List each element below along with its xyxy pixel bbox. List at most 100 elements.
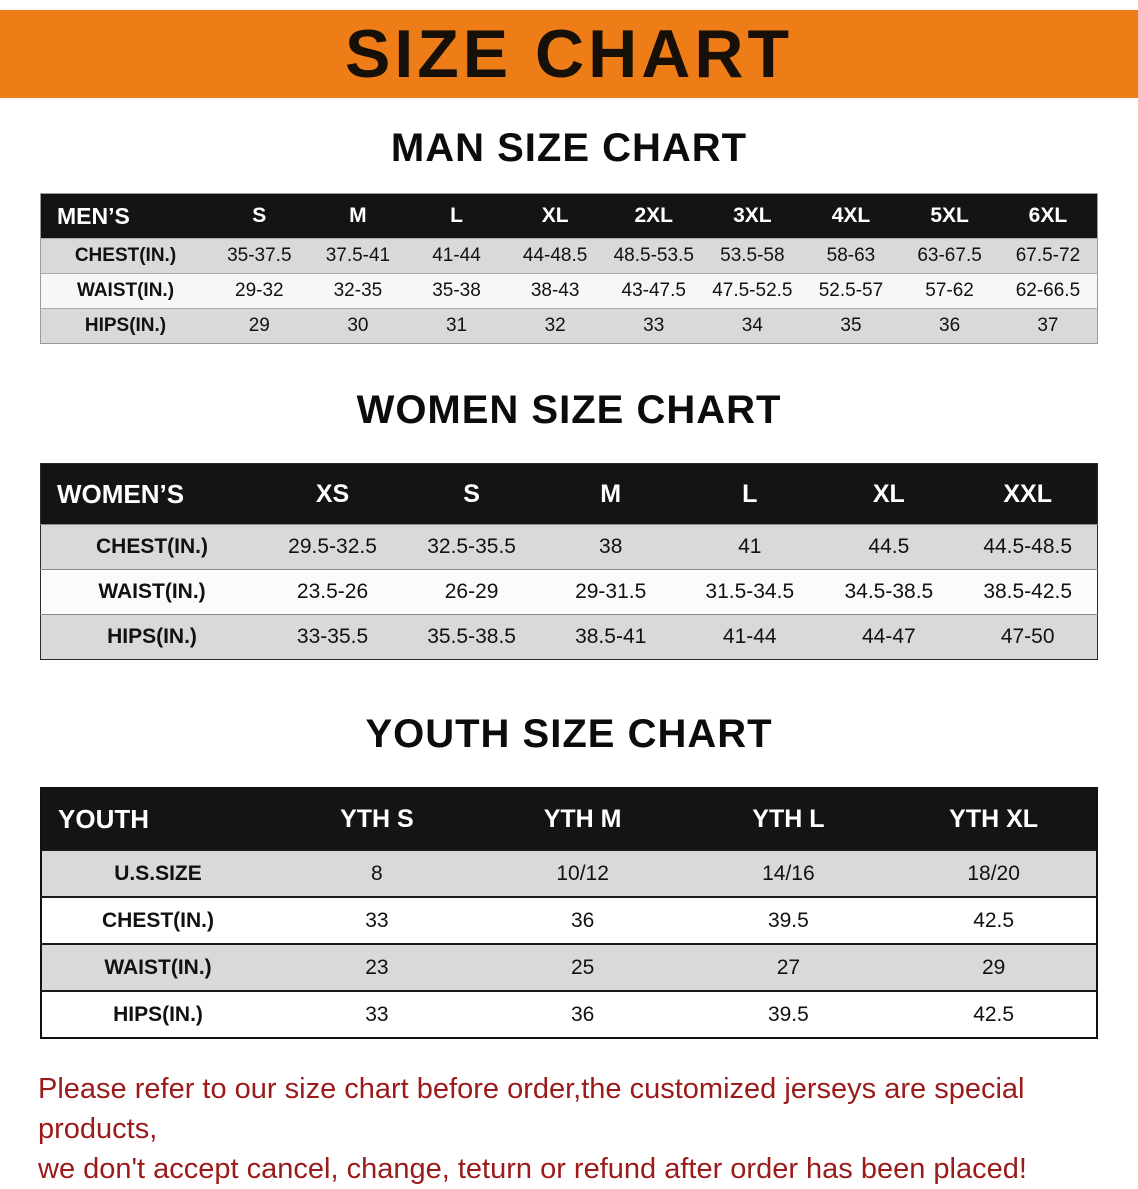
value-cell: 14/16: [685, 849, 892, 897]
table-row: HIPS(IN.) 33 36 39.5 42.5: [41, 990, 1097, 1038]
row-label-cell: HIPS(IN.): [41, 990, 274, 1038]
value-cell: 52.5-57: [801, 273, 901, 309]
value-cell: 32.5-35.5: [402, 524, 542, 570]
value-cell: 58-63: [801, 238, 901, 274]
size-header-cell: S: [210, 193, 309, 239]
value-cell: 18/20: [891, 849, 1097, 897]
value-cell: 30: [308, 308, 408, 344]
value-cell: 39.5: [685, 896, 892, 944]
value-cell: 63-67.5: [900, 238, 999, 274]
value-cell: 38.5-41: [541, 614, 681, 660]
row-label-cell: HIPS(IN.): [40, 614, 263, 660]
value-cell: 33-35.5: [263, 614, 403, 660]
value-cell: 32-35: [308, 273, 408, 309]
disclaimer-line-1: Please refer to our size chart before or…: [38, 1073, 1025, 1146]
table-row: WAIST(IN.) 29-32 32-35 35-38 38-43 43-47.5 47.…: [40, 273, 1098, 309]
size-header-cell: XXL: [958, 463, 1098, 525]
value-cell: 41: [680, 524, 820, 570]
row-label-cell: CHEST(IN.): [41, 896, 274, 944]
men-chart-heading: MAN SIZE CHART: [390, 126, 748, 170]
youth-size-chart-section: YOUTH SIZE CHART YOUTH YTH S YTH M YTH L YTH…: [0, 712, 1138, 1039]
table-row: WAIST(IN.) 23.5-26 26-29 29-31.5 31.5-34.5 34…: [40, 569, 1098, 615]
value-cell: 35: [801, 308, 901, 344]
size-header-cell: YTH S: [274, 788, 480, 850]
row-label-cell: CHEST(IN.): [40, 524, 263, 570]
table-row: CHEST(IN.) 29.5-32.5 32.5-35.5 38 41 44.5 44.5…: [40, 524, 1098, 570]
page-title: SIZE CHART: [345, 16, 793, 92]
size-header-cell: XS: [263, 463, 403, 525]
women-size-table: WOMEN’S XS S M L XL XXL CHEST(IN.) 29.5-32.5 32.5…: [40, 463, 1098, 660]
table-row: CHEST(IN.) 35-37.5 37.5-41 41-44 44-48.5 48.5…: [40, 238, 1098, 274]
row-label-cell: WAIST(IN.): [40, 569, 263, 615]
size-header-cell: 5XL: [900, 193, 999, 239]
youth-size-table: YOUTH YTH S YTH M YTH L YTH XL U.S.SIZE 8 10/12…: [40, 787, 1098, 1039]
value-cell: 35-37.5: [210, 238, 309, 274]
table-title-cell: MEN’S: [40, 193, 210, 239]
value-cell: 36: [479, 896, 686, 944]
value-cell: 48.5-53.5: [604, 238, 704, 274]
row-label-cell: WAIST(IN.): [41, 943, 274, 991]
size-header-cell: 4XL: [801, 193, 901, 239]
value-cell: 38-43: [505, 273, 605, 309]
disclaimer-line-2: we don't accept cancel, change, teturn o…: [38, 1153, 1027, 1186]
row-label-cell: U.S.SIZE: [41, 849, 274, 897]
value-cell: 53.5-58: [703, 238, 802, 274]
value-cell: 23: [274, 943, 480, 991]
value-cell: 43-47.5: [604, 273, 704, 309]
table-row: U.S.SIZE 8 10/12 14/16 18/20: [41, 849, 1097, 897]
value-cell: 44.5: [819, 524, 959, 570]
size-header-cell: 6XL: [998, 193, 1098, 239]
table-row: WAIST(IN.) 23 25 27 29: [41, 943, 1097, 991]
value-cell: 47.5-52.5: [703, 273, 802, 309]
value-cell: 44.5-48.5: [958, 524, 1098, 570]
value-cell: 34: [703, 308, 802, 344]
men-size-table: MEN’S S M L XL 2XL 3XL 4XL 5XL 6XL CHEST(IN.) 35-37…: [40, 193, 1098, 344]
value-cell: 42.5: [891, 990, 1097, 1038]
table-row: HIPS(IN.) 33-35.5 35.5-38.5 38.5-41 41-44 44-…: [40, 614, 1098, 660]
value-cell: 25: [479, 943, 686, 991]
size-header-cell: YTH L: [685, 788, 892, 850]
banner: SIZE CHART: [0, 10, 1138, 98]
value-cell: 23.5-26: [263, 569, 403, 615]
value-cell: 44-48.5: [505, 238, 605, 274]
value-cell: 36: [479, 990, 686, 1038]
value-cell: 34.5-38.5: [819, 569, 959, 615]
value-cell: 62-66.5: [998, 273, 1098, 309]
size-header-cell: XL: [819, 463, 959, 525]
table-title-cell: WOMEN’S: [40, 463, 263, 525]
value-cell: 38: [541, 524, 681, 570]
size-header-cell: M: [308, 193, 408, 239]
youth-chart-heading: YOUTH SIZE CHART: [365, 712, 773, 756]
value-cell: 33: [274, 896, 480, 944]
table-header-row: WOMEN’S XS S M L XL XXL: [40, 463, 1098, 525]
value-cell: 10/12: [479, 849, 686, 897]
value-cell: 8: [274, 849, 480, 897]
size-header-cell: L: [680, 463, 820, 525]
value-cell: 47-50: [958, 614, 1098, 660]
value-cell: 29-31.5: [541, 569, 681, 615]
table-header-row: MEN’S S M L XL 2XL 3XL 4XL 5XL 6XL: [40, 193, 1098, 239]
table-title-cell: YOUTH: [41, 788, 274, 850]
value-cell: 27: [685, 943, 892, 991]
value-cell: 41-44: [407, 238, 506, 274]
men-size-chart-section: MAN SIZE CHART MEN’S S M L XL 2XL 3XL 4XL 5XL 6XL…: [0, 126, 1138, 344]
value-cell: 35.5-38.5: [402, 614, 542, 660]
value-cell: 29: [210, 308, 309, 344]
value-cell: 44-47: [819, 614, 959, 660]
table-row: HIPS(IN.) 29 30 31 32 33 34 35 36 37: [40, 308, 1098, 344]
value-cell: 57-62: [900, 273, 999, 309]
value-cell: 41-44: [680, 614, 820, 660]
value-cell: 29.5-32.5: [263, 524, 403, 570]
value-cell: 67.5-72: [998, 238, 1098, 274]
women-chart-heading: WOMEN SIZE CHART: [356, 388, 782, 432]
value-cell: 36: [900, 308, 999, 344]
value-cell: 37.5-41: [308, 238, 408, 274]
disclaimer: Please refer to our size chart before or…: [38, 1069, 1100, 1189]
value-cell: 37: [998, 308, 1098, 344]
size-header-cell: XL: [505, 193, 605, 239]
size-header-cell: 3XL: [703, 193, 802, 239]
size-chart-page: SIZE CHART MAN SIZE CHART MEN’S S M L XL 2XL 3…: [0, 10, 1138, 1185]
value-cell: 33: [274, 990, 480, 1038]
value-cell: 35-38: [407, 273, 506, 309]
size-header-cell: YTH XL: [891, 788, 1097, 850]
